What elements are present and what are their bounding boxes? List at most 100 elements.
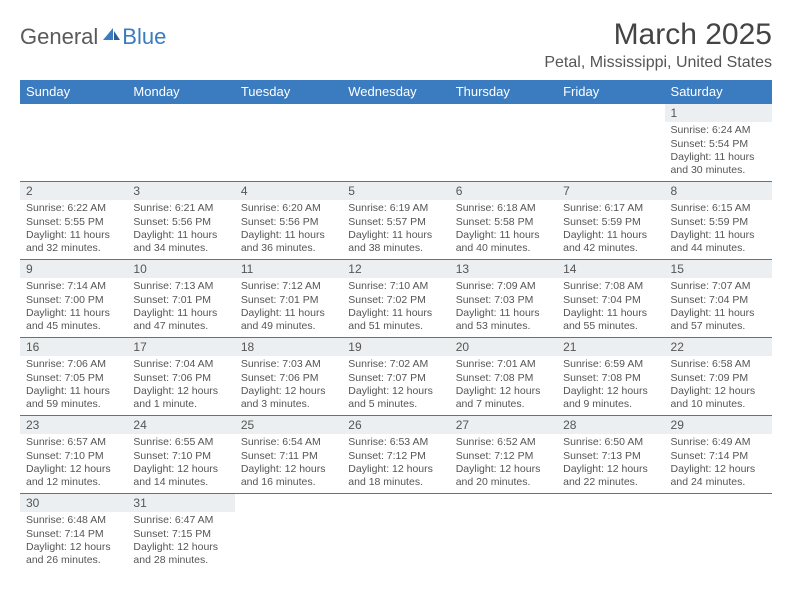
calendar-week: 16Sunrise: 7:06 AMSunset: 7:05 PMDayligh… [20, 338, 772, 416]
day-number: 12 [342, 260, 449, 278]
day-header: Tuesday [235, 80, 342, 104]
calendar-cell: 2Sunrise: 6:22 AMSunset: 5:55 PMDaylight… [20, 182, 127, 260]
day-details: Sunrise: 6:49 AMSunset: 7:14 PMDaylight:… [665, 434, 772, 493]
calendar-cell: 9Sunrise: 7:14 AMSunset: 7:00 PMDaylight… [20, 260, 127, 338]
day-number: 8 [665, 182, 772, 200]
day-number: 28 [557, 416, 664, 434]
day-number: 5 [342, 182, 449, 200]
day-number: 26 [342, 416, 449, 434]
day-details: Sunrise: 7:01 AMSunset: 7:08 PMDaylight:… [450, 356, 557, 415]
day-details: Sunrise: 6:48 AMSunset: 7:14 PMDaylight:… [20, 512, 127, 571]
day-number [342, 104, 449, 122]
day-number: 10 [127, 260, 234, 278]
day-number: 18 [235, 338, 342, 356]
calendar-cell: 23Sunrise: 6:57 AMSunset: 7:10 PMDayligh… [20, 416, 127, 494]
day-number: 11 [235, 260, 342, 278]
day-details: Sunrise: 6:15 AMSunset: 5:59 PMDaylight:… [665, 200, 772, 259]
calendar-cell: 28Sunrise: 6:50 AMSunset: 7:13 PMDayligh… [557, 416, 664, 494]
calendar-cell: 8Sunrise: 6:15 AMSunset: 5:59 PMDaylight… [665, 182, 772, 260]
calendar-head: SundayMondayTuesdayWednesdayThursdayFrid… [20, 80, 772, 104]
calendar-cell: 4Sunrise: 6:20 AMSunset: 5:56 PMDaylight… [235, 182, 342, 260]
calendar-cell: 5Sunrise: 6:19 AMSunset: 5:57 PMDaylight… [342, 182, 449, 260]
day-number: 4 [235, 182, 342, 200]
calendar-body: 1Sunrise: 6:24 AMSunset: 5:54 PMDaylight… [20, 104, 772, 572]
calendar-cell: 21Sunrise: 6:59 AMSunset: 7:08 PMDayligh… [557, 338, 664, 416]
calendar-cell: 18Sunrise: 7:03 AMSunset: 7:06 PMDayligh… [235, 338, 342, 416]
day-details: Sunrise: 6:59 AMSunset: 7:08 PMDaylight:… [557, 356, 664, 415]
day-header-row: SundayMondayTuesdayWednesdayThursdayFrid… [20, 80, 772, 104]
day-number: 24 [127, 416, 234, 434]
calendar-cell: 26Sunrise: 6:53 AMSunset: 7:12 PMDayligh… [342, 416, 449, 494]
day-number: 22 [665, 338, 772, 356]
day-number: 30 [20, 494, 127, 512]
day-number [557, 494, 664, 512]
calendar-week: 9Sunrise: 7:14 AMSunset: 7:00 PMDaylight… [20, 260, 772, 338]
calendar-cell [342, 104, 449, 182]
day-number: 13 [450, 260, 557, 278]
calendar-cell [557, 494, 664, 572]
day-details: Sunrise: 6:17 AMSunset: 5:59 PMDaylight:… [557, 200, 664, 259]
day-details: Sunrise: 7:02 AMSunset: 7:07 PMDaylight:… [342, 356, 449, 415]
day-number: 6 [450, 182, 557, 200]
day-number [235, 104, 342, 122]
calendar-week: 1Sunrise: 6:24 AMSunset: 5:54 PMDaylight… [20, 104, 772, 182]
day-header: Monday [127, 80, 234, 104]
day-number [665, 494, 772, 512]
day-details: Sunrise: 6:21 AMSunset: 5:56 PMDaylight:… [127, 200, 234, 259]
calendar-cell: 3Sunrise: 6:21 AMSunset: 5:56 PMDaylight… [127, 182, 234, 260]
calendar-cell [450, 494, 557, 572]
calendar-cell: 20Sunrise: 7:01 AMSunset: 7:08 PMDayligh… [450, 338, 557, 416]
calendar-cell [342, 494, 449, 572]
calendar-cell [450, 104, 557, 182]
location-text: Petal, Mississippi, United States [544, 54, 772, 72]
day-number [127, 104, 234, 122]
day-number: 19 [342, 338, 449, 356]
calendar-week: 23Sunrise: 6:57 AMSunset: 7:10 PMDayligh… [20, 416, 772, 494]
calendar-cell: 25Sunrise: 6:54 AMSunset: 7:11 PMDayligh… [235, 416, 342, 494]
day-details: Sunrise: 7:07 AMSunset: 7:04 PMDaylight:… [665, 278, 772, 337]
calendar-week: 30Sunrise: 6:48 AMSunset: 7:14 PMDayligh… [20, 494, 772, 572]
day-details: Sunrise: 6:52 AMSunset: 7:12 PMDaylight:… [450, 434, 557, 493]
day-details: Sunrise: 6:18 AMSunset: 5:58 PMDaylight:… [450, 200, 557, 259]
day-header: Sunday [20, 80, 127, 104]
month-title: March 2025 [544, 18, 772, 52]
day-details: Sunrise: 7:08 AMSunset: 7:04 PMDaylight:… [557, 278, 664, 337]
calendar-cell: 6Sunrise: 6:18 AMSunset: 5:58 PMDaylight… [450, 182, 557, 260]
day-details: Sunrise: 7:13 AMSunset: 7:01 PMDaylight:… [127, 278, 234, 337]
day-number [557, 104, 664, 122]
day-details: Sunrise: 7:14 AMSunset: 7:00 PMDaylight:… [20, 278, 127, 337]
calendar-cell: 19Sunrise: 7:02 AMSunset: 7:07 PMDayligh… [342, 338, 449, 416]
day-details: Sunrise: 6:19 AMSunset: 5:57 PMDaylight:… [342, 200, 449, 259]
brand-part1: General [20, 24, 98, 50]
day-details: Sunrise: 6:20 AMSunset: 5:56 PMDaylight:… [235, 200, 342, 259]
sail-icon [101, 24, 121, 50]
day-number: 3 [127, 182, 234, 200]
calendar-cell: 22Sunrise: 6:58 AMSunset: 7:09 PMDayligh… [665, 338, 772, 416]
day-number: 29 [665, 416, 772, 434]
calendar-cell: 17Sunrise: 7:04 AMSunset: 7:06 PMDayligh… [127, 338, 234, 416]
day-number: 25 [235, 416, 342, 434]
calendar-cell [557, 104, 664, 182]
day-number: 16 [20, 338, 127, 356]
calendar-cell: 12Sunrise: 7:10 AMSunset: 7:02 PMDayligh… [342, 260, 449, 338]
day-number: 31 [127, 494, 234, 512]
title-block: March 2025 Petal, Mississippi, United St… [544, 18, 772, 72]
day-number: 2 [20, 182, 127, 200]
day-number: 7 [557, 182, 664, 200]
day-number: 14 [557, 260, 664, 278]
calendar-cell: 14Sunrise: 7:08 AMSunset: 7:04 PMDayligh… [557, 260, 664, 338]
calendar-cell: 13Sunrise: 7:09 AMSunset: 7:03 PMDayligh… [450, 260, 557, 338]
day-number [342, 494, 449, 512]
calendar-cell: 27Sunrise: 6:52 AMSunset: 7:12 PMDayligh… [450, 416, 557, 494]
day-details: Sunrise: 7:06 AMSunset: 7:05 PMDaylight:… [20, 356, 127, 415]
day-number: 15 [665, 260, 772, 278]
calendar-cell: 29Sunrise: 6:49 AMSunset: 7:14 PMDayligh… [665, 416, 772, 494]
day-details: Sunrise: 6:50 AMSunset: 7:13 PMDaylight:… [557, 434, 664, 493]
day-details: Sunrise: 6:58 AMSunset: 7:09 PMDaylight:… [665, 356, 772, 415]
calendar-cell: 24Sunrise: 6:55 AMSunset: 7:10 PMDayligh… [127, 416, 234, 494]
day-details: Sunrise: 7:09 AMSunset: 7:03 PMDaylight:… [450, 278, 557, 337]
day-header: Friday [557, 80, 664, 104]
day-number: 20 [450, 338, 557, 356]
day-number [450, 494, 557, 512]
calendar-cell: 10Sunrise: 7:13 AMSunset: 7:01 PMDayligh… [127, 260, 234, 338]
